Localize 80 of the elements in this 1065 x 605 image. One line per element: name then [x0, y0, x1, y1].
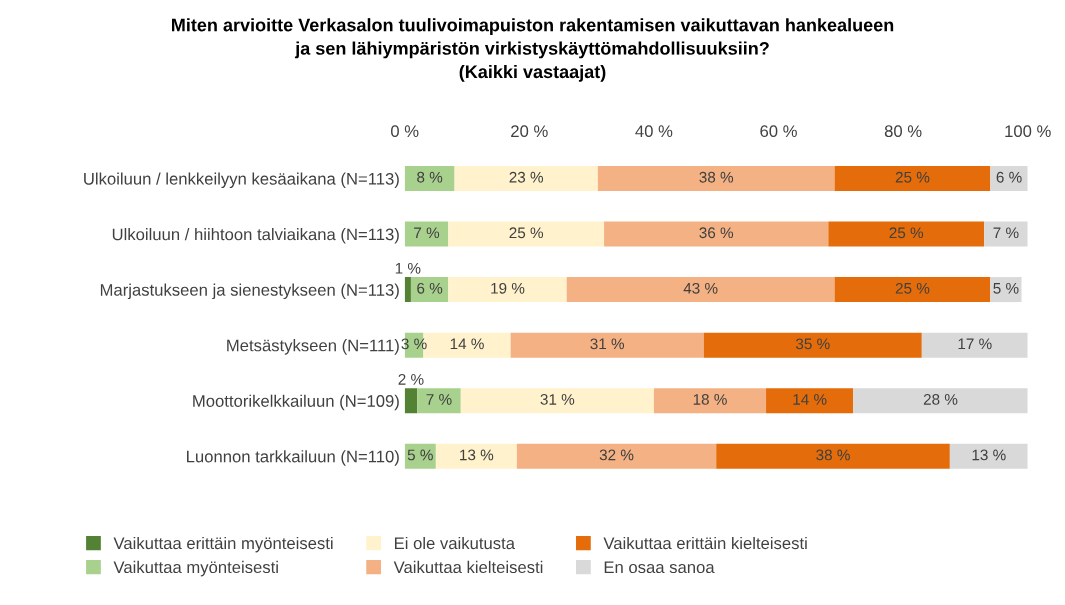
x-tick-label: 100 % — [1005, 125, 1051, 138]
data-label: 8 % — [417, 171, 443, 183]
x-tick-label: 80 % — [884, 125, 922, 138]
bar — [834, 166, 991, 192]
data-label: 6 % — [996, 171, 1022, 183]
legend-label: Vaikuttaa kielteisesti — [393, 560, 543, 574]
data-label: 19 % — [491, 282, 525, 294]
data-label: 28 % — [923, 393, 958, 405]
y-tick-label: Ulkoiluun / hiihtoon talviaikana (N=113) — [112, 228, 399, 244]
bar — [404, 443, 436, 469]
data-label: 36 % — [699, 227, 734, 239]
data-label: 1 % — [395, 262, 421, 274]
data-label: 25 % — [509, 227, 544, 239]
y-tick-label: Moottorikelkkailuun (N=109) — [193, 394, 399, 411]
bar — [448, 277, 567, 303]
data-label: 31 % — [590, 338, 625, 350]
data-label: 7 % — [414, 227, 440, 239]
data-label: 38 % — [816, 449, 850, 461]
data-label: 35 % — [795, 338, 830, 350]
data-label: 5 % — [407, 449, 433, 461]
y-tick-label: Ulkoiluun / lenkkeilyyn kesäaikana (N=113) — [84, 172, 399, 189]
bar — [716, 443, 950, 469]
data-label: 14 % — [793, 394, 827, 405]
bar — [510, 332, 704, 358]
legend-label: Vaikuttaa erittäin kielteisesti — [603, 536, 807, 550]
y-tick-label: Metsästykseen (N=111) — [227, 339, 399, 355]
bar — [516, 443, 717, 469]
bar — [597, 166, 835, 192]
bar — [949, 443, 1028, 469]
data-label: 25 % — [895, 282, 930, 294]
chart-title: Miten arvioitte Verkasalon tuulivoimapuiston rakentamisen vaikuttavan hankealueen ja sen lähiympäristön virkistyskäyttömahdollisuuksiin? (Kaikki vastaajat) — [172, 18, 894, 82]
bar — [566, 277, 835, 303]
bar — [404, 166, 455, 192]
data-label: 5 % — [993, 282, 1019, 294]
bar — [990, 166, 1028, 192]
bar — [653, 388, 767, 414]
data-label: 13 % — [460, 449, 494, 461]
bar — [703, 332, 922, 358]
data-label: 43 % — [683, 282, 718, 294]
bar — [834, 277, 991, 303]
x-tick-label: 20 % — [511, 125, 548, 138]
data-label: 38 % — [699, 171, 734, 183]
data-label: 23 % — [509, 171, 544, 183]
y-tick-label: Marjastukseen ja sienestykseen (N=113) — [100, 283, 399, 300]
legend-label: Ei ole vaikutusta — [394, 536, 515, 550]
bar — [435, 443, 517, 469]
legend-label: Vaikuttaa myönteisesti — [113, 560, 278, 577]
bar — [410, 277, 449, 303]
data-label: 14 % — [450, 338, 484, 350]
x-tick-label: 40 % — [635, 125, 673, 138]
data-label: 25 % — [895, 171, 930, 183]
data-label: 18 % — [693, 393, 727, 405]
x-tick-label: 60 % — [760, 125, 797, 138]
bar — [460, 388, 654, 414]
bar — [921, 332, 1028, 358]
bar — [448, 221, 605, 247]
legend-label: En osaa sanoa — [604, 561, 715, 574]
bar — [990, 277, 1022, 303]
bar — [766, 388, 854, 414]
data-label: 6 % — [417, 282, 443, 294]
bar — [853, 388, 1028, 414]
bar — [984, 221, 1028, 247]
legend-label: Vaikuttaa erittäin myönteisesti — [113, 536, 333, 553]
y-tick-label: Luonnon tarkkailuun (N=110) — [187, 450, 399, 466]
bar — [404, 221, 449, 247]
bar — [828, 221, 985, 247]
data-label: 13 % — [972, 449, 1006, 461]
data-label: 25 % — [889, 227, 924, 239]
data-label: 17 % — [958, 338, 992, 350]
bar — [417, 388, 461, 414]
bar — [404, 388, 418, 414]
data-label: 32 % — [599, 449, 634, 461]
bar — [454, 166, 598, 192]
x-tick-label: 0 % — [390, 125, 419, 138]
bar — [604, 221, 829, 247]
data-label: 7 % — [993, 227, 1019, 239]
data-label: 7 % — [426, 394, 452, 405]
bar — [404, 277, 411, 303]
data-label: 2 % — [398, 373, 424, 385]
data-label: 31 % — [540, 393, 575, 405]
